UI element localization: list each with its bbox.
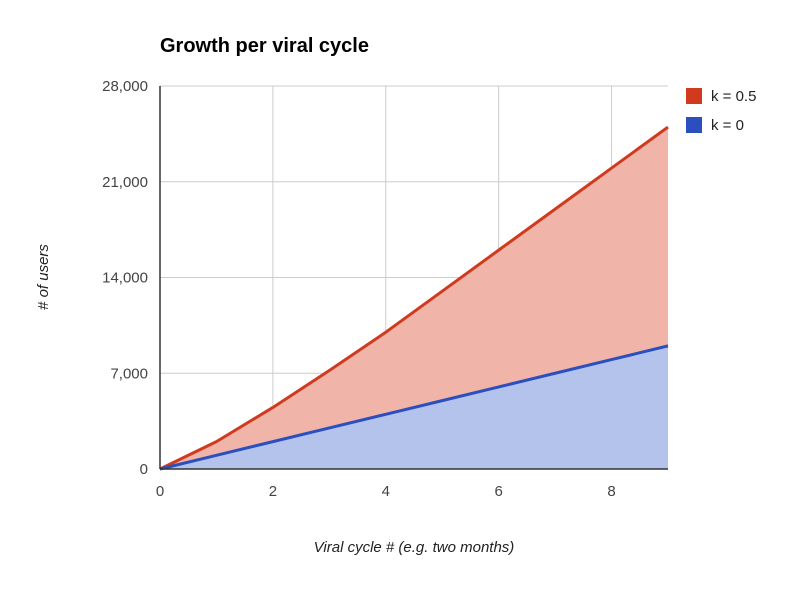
series-line — [159, 344, 669, 471]
chart-title: Growth per viral cycle — [160, 35, 369, 57]
legend-swatch — [686, 88, 702, 104]
axes: 0 7,000 14,000 21,000 28,000 0 2 4 6 8 — [102, 78, 668, 500]
y-axis-label: # of users — [35, 244, 52, 310]
y-tick-label: 28,000 — [102, 78, 148, 95]
x-tick-label: 6 — [494, 483, 502, 500]
x-tick-label: 2 — [269, 483, 277, 500]
area-layer — [160, 127, 668, 470]
x-tick-label: 4 — [382, 483, 390, 500]
y-tick-label: 21,000 — [102, 174, 148, 191]
line-layer — [159, 125, 669, 471]
series-line — [159, 125, 669, 471]
legend-swatch — [686, 117, 702, 133]
y-tick-label: 7,000 — [110, 365, 148, 382]
x-tick-label: 0 — [156, 483, 164, 500]
x-tick-label: 8 — [607, 483, 615, 500]
y-tick-label: 0 — [140, 461, 148, 478]
legend-label: k = 0.5 — [711, 88, 756, 105]
x-axis-label: Viral cycle # (e.g. two months) — [314, 539, 515, 556]
y-tick-label: 14,000 — [102, 270, 148, 287]
legend-label: k = 0 — [711, 117, 744, 134]
legend: k = 0.5 k = 0 — [686, 88, 756, 134]
